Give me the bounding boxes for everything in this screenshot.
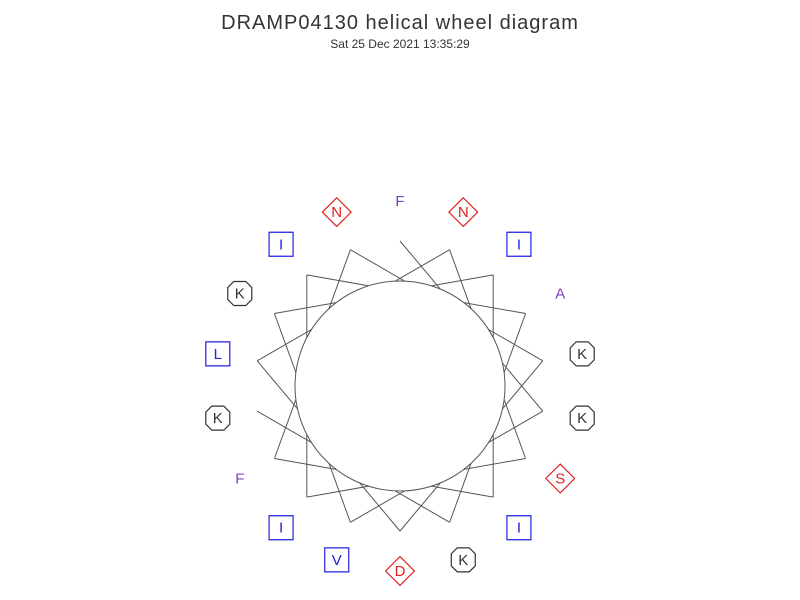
residue-label: K — [577, 346, 587, 363]
residue-label: K — [235, 285, 245, 302]
residue-label: I — [517, 236, 521, 253]
residue-label: L — [214, 346, 222, 363]
diagram-subtitle: Sat 25 Dec 2021 13:35:29 — [0, 37, 800, 51]
residue-label: F — [395, 193, 404, 210]
residue-label: I — [517, 520, 521, 537]
residue-label: F — [235, 470, 244, 487]
residue-label: D — [395, 563, 406, 580]
residue-label: N — [458, 204, 469, 221]
residue-label: I — [279, 520, 283, 537]
residue-label: S — [555, 470, 565, 487]
residue-label: I — [279, 236, 283, 253]
residue-label: K — [213, 410, 223, 427]
residue-label: V — [332, 552, 342, 569]
helical-wheel-diagram: F K V K I I F N K D L N S I I A K K — [0, 51, 800, 591]
residue-label: K — [458, 552, 468, 569]
residue-label: N — [331, 204, 342, 221]
diagram-title: DRAMP04130 helical wheel diagram — [0, 12, 800, 35]
residue-label: K — [577, 410, 587, 427]
residue-label: A — [555, 285, 565, 302]
